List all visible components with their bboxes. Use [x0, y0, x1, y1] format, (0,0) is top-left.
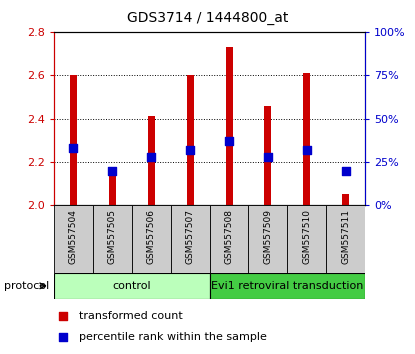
Text: control: control — [112, 281, 151, 291]
Bar — [109, 173, 116, 205]
Point — [60, 334, 66, 340]
Point — [60, 313, 66, 318]
Point — [109, 168, 116, 173]
Point — [265, 154, 271, 160]
Bar — [210, 273, 365, 299]
Point — [148, 154, 154, 160]
Bar — [303, 73, 310, 205]
Text: GSM557505: GSM557505 — [108, 209, 117, 264]
Text: GSM557508: GSM557508 — [225, 209, 234, 264]
Text: GSM557509: GSM557509 — [264, 209, 272, 264]
Point — [226, 138, 232, 144]
Bar — [187, 75, 194, 205]
Point — [303, 147, 310, 153]
Point — [342, 168, 349, 173]
Text: transformed count: transformed count — [79, 310, 183, 321]
Bar — [70, 75, 77, 205]
Point — [70, 145, 77, 151]
Text: GSM557504: GSM557504 — [69, 209, 78, 264]
Bar — [287, 205, 326, 273]
Text: Evi1 retroviral transduction: Evi1 retroviral transduction — [211, 281, 364, 291]
Bar — [148, 116, 155, 205]
Point — [187, 147, 193, 153]
Bar — [342, 194, 349, 205]
Text: GSM557506: GSM557506 — [147, 209, 156, 264]
Bar — [264, 105, 271, 205]
Text: GSM557511: GSM557511 — [341, 209, 350, 264]
Text: percentile rank within the sample: percentile rank within the sample — [79, 332, 267, 342]
Bar — [249, 205, 287, 273]
Text: GDS3714 / 1444800_at: GDS3714 / 1444800_at — [127, 11, 288, 25]
Text: GSM557507: GSM557507 — [186, 209, 195, 264]
Text: protocol: protocol — [4, 281, 49, 291]
Bar — [326, 205, 365, 273]
Bar — [225, 47, 232, 205]
Bar — [210, 205, 249, 273]
Bar — [132, 205, 171, 273]
Bar — [54, 205, 93, 273]
Bar — [54, 273, 210, 299]
Text: GSM557510: GSM557510 — [303, 209, 311, 264]
Bar — [93, 205, 132, 273]
Bar — [171, 205, 210, 273]
